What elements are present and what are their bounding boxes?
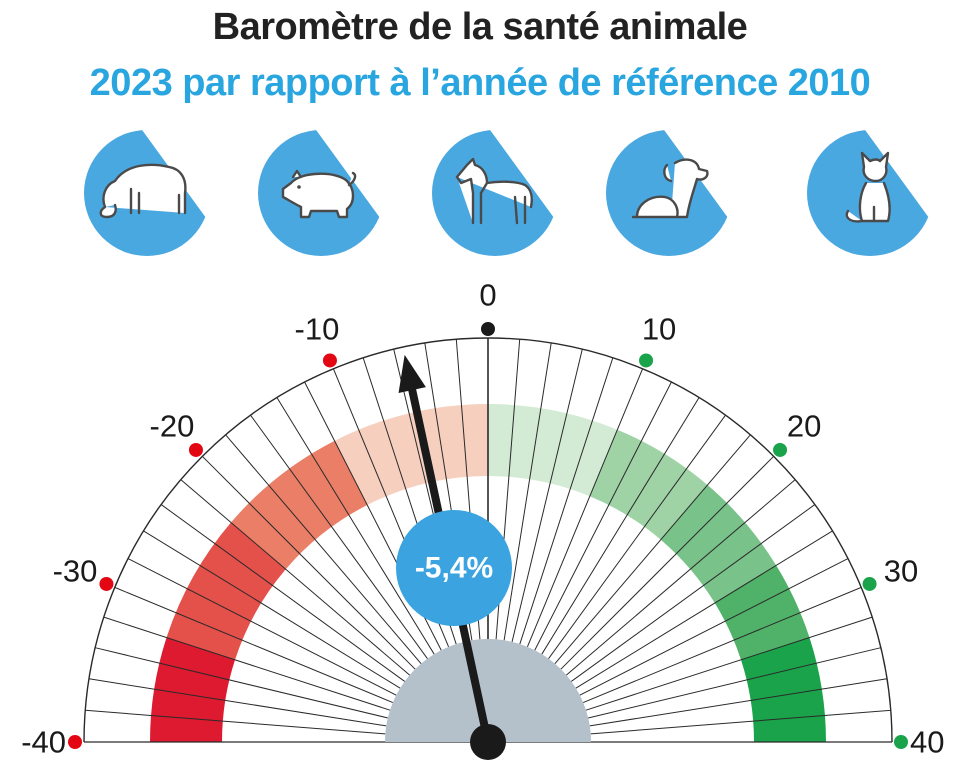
gauge-tick-line — [571, 504, 816, 682]
gauge-major-dots — [68, 322, 908, 749]
gauge-band — [230, 440, 368, 570]
chart-subtitle: 2023 par rapport à l’année de référence … — [89, 62, 871, 104]
gauge-tick-line — [503, 342, 552, 641]
gauge-tick-line — [526, 368, 644, 648]
gauge-major-dot — [322, 353, 337, 368]
gauge-tick-line — [201, 455, 416, 670]
value-bubble-circle — [396, 510, 512, 626]
gauge-band — [334, 404, 488, 505]
gauge-tick-line — [548, 414, 726, 659]
value-bubble: -5,4% — [396, 510, 512, 626]
gauge-tick-line — [554, 434, 751, 665]
gauge-tick-line — [565, 479, 796, 676]
gauge-tick-line — [250, 414, 428, 659]
cat-icon — [807, 130, 933, 256]
gauge-band — [589, 429, 708, 540]
gauge-tick-label: -20 — [150, 408, 195, 443]
gauge-tick-line — [225, 434, 422, 665]
chart-title: Baromètre de la santé animale — [212, 6, 748, 48]
gauge-bands — [150, 404, 826, 742]
value-label: -5,4% — [415, 552, 493, 585]
gauge-major-dot — [188, 442, 203, 457]
needle-arrowhead — [398, 354, 426, 394]
gauge-tick-line — [85, 709, 386, 735]
gauge-tick-line — [589, 678, 888, 727]
gauge-tick-line — [575, 530, 833, 689]
gauge-tick-line — [88, 678, 387, 727]
gauge-tick-line — [534, 381, 672, 651]
gauge-tick-line — [541, 397, 700, 655]
gauge-tick-line — [114, 586, 394, 704]
gauge-tick-label: 40 — [910, 725, 944, 760]
gauge-tick-line — [590, 709, 891, 735]
gauge-tick-label: -10 — [295, 312, 340, 347]
gauge-tick-line — [519, 357, 614, 645]
gauge-tick-line — [103, 616, 391, 711]
gauge-hub — [385, 639, 591, 742]
gauge-outer-arc — [83, 337, 893, 743]
pig-icon — [258, 130, 384, 256]
gauge-tick-label: -30 — [53, 553, 98, 588]
gauge-tick-line — [180, 479, 411, 676]
gauge-major-dot — [68, 735, 82, 749]
gauge-tick-line — [160, 504, 405, 682]
gauge-tick-line — [511, 349, 583, 642]
gauge-tick-label: 30 — [884, 553, 918, 588]
gauge-band — [166, 522, 286, 660]
gauge-major-dot — [481, 322, 495, 336]
gauge-tick-label: 0 — [479, 278, 496, 313]
gauge-tick-label: -40 — [21, 725, 66, 760]
gauge-band — [488, 404, 618, 497]
gauge-tick-label: 10 — [642, 312, 676, 347]
horse-icon — [432, 130, 558, 256]
gauge-tick-line — [127, 558, 397, 696]
gauge-band — [740, 637, 826, 742]
gauge-tick-line — [579, 558, 849, 696]
gauge-tick-line — [95, 647, 388, 719]
gauge-tick-line — [585, 616, 873, 711]
gauge-band — [660, 484, 777, 604]
gauge-tick-line — [560, 455, 775, 670]
gauge-minor-ticks — [84, 338, 892, 743]
gauge-major-dot — [773, 442, 788, 457]
gauge-tick-label: 20 — [787, 408, 821, 443]
needle-pivot — [470, 724, 506, 760]
gauge-tick-line — [582, 586, 862, 704]
cow-icon — [84, 130, 210, 256]
dog-icon — [606, 130, 732, 256]
gauge-tick-line — [588, 647, 881, 719]
animal-icons-row — [84, 130, 933, 256]
gauge-major-dot — [862, 576, 877, 591]
gauge-tick-labels: -40 -30 -20 -10 0 10 20 30 40 — [21, 278, 944, 760]
gauge-major-dot — [894, 735, 908, 749]
gauge-major-dot — [639, 353, 654, 368]
gauge-major-dot — [99, 576, 114, 591]
gauge-tick-line — [276, 397, 435, 655]
gauge-band — [150, 637, 236, 742]
gauge-tick-line — [143, 530, 401, 689]
